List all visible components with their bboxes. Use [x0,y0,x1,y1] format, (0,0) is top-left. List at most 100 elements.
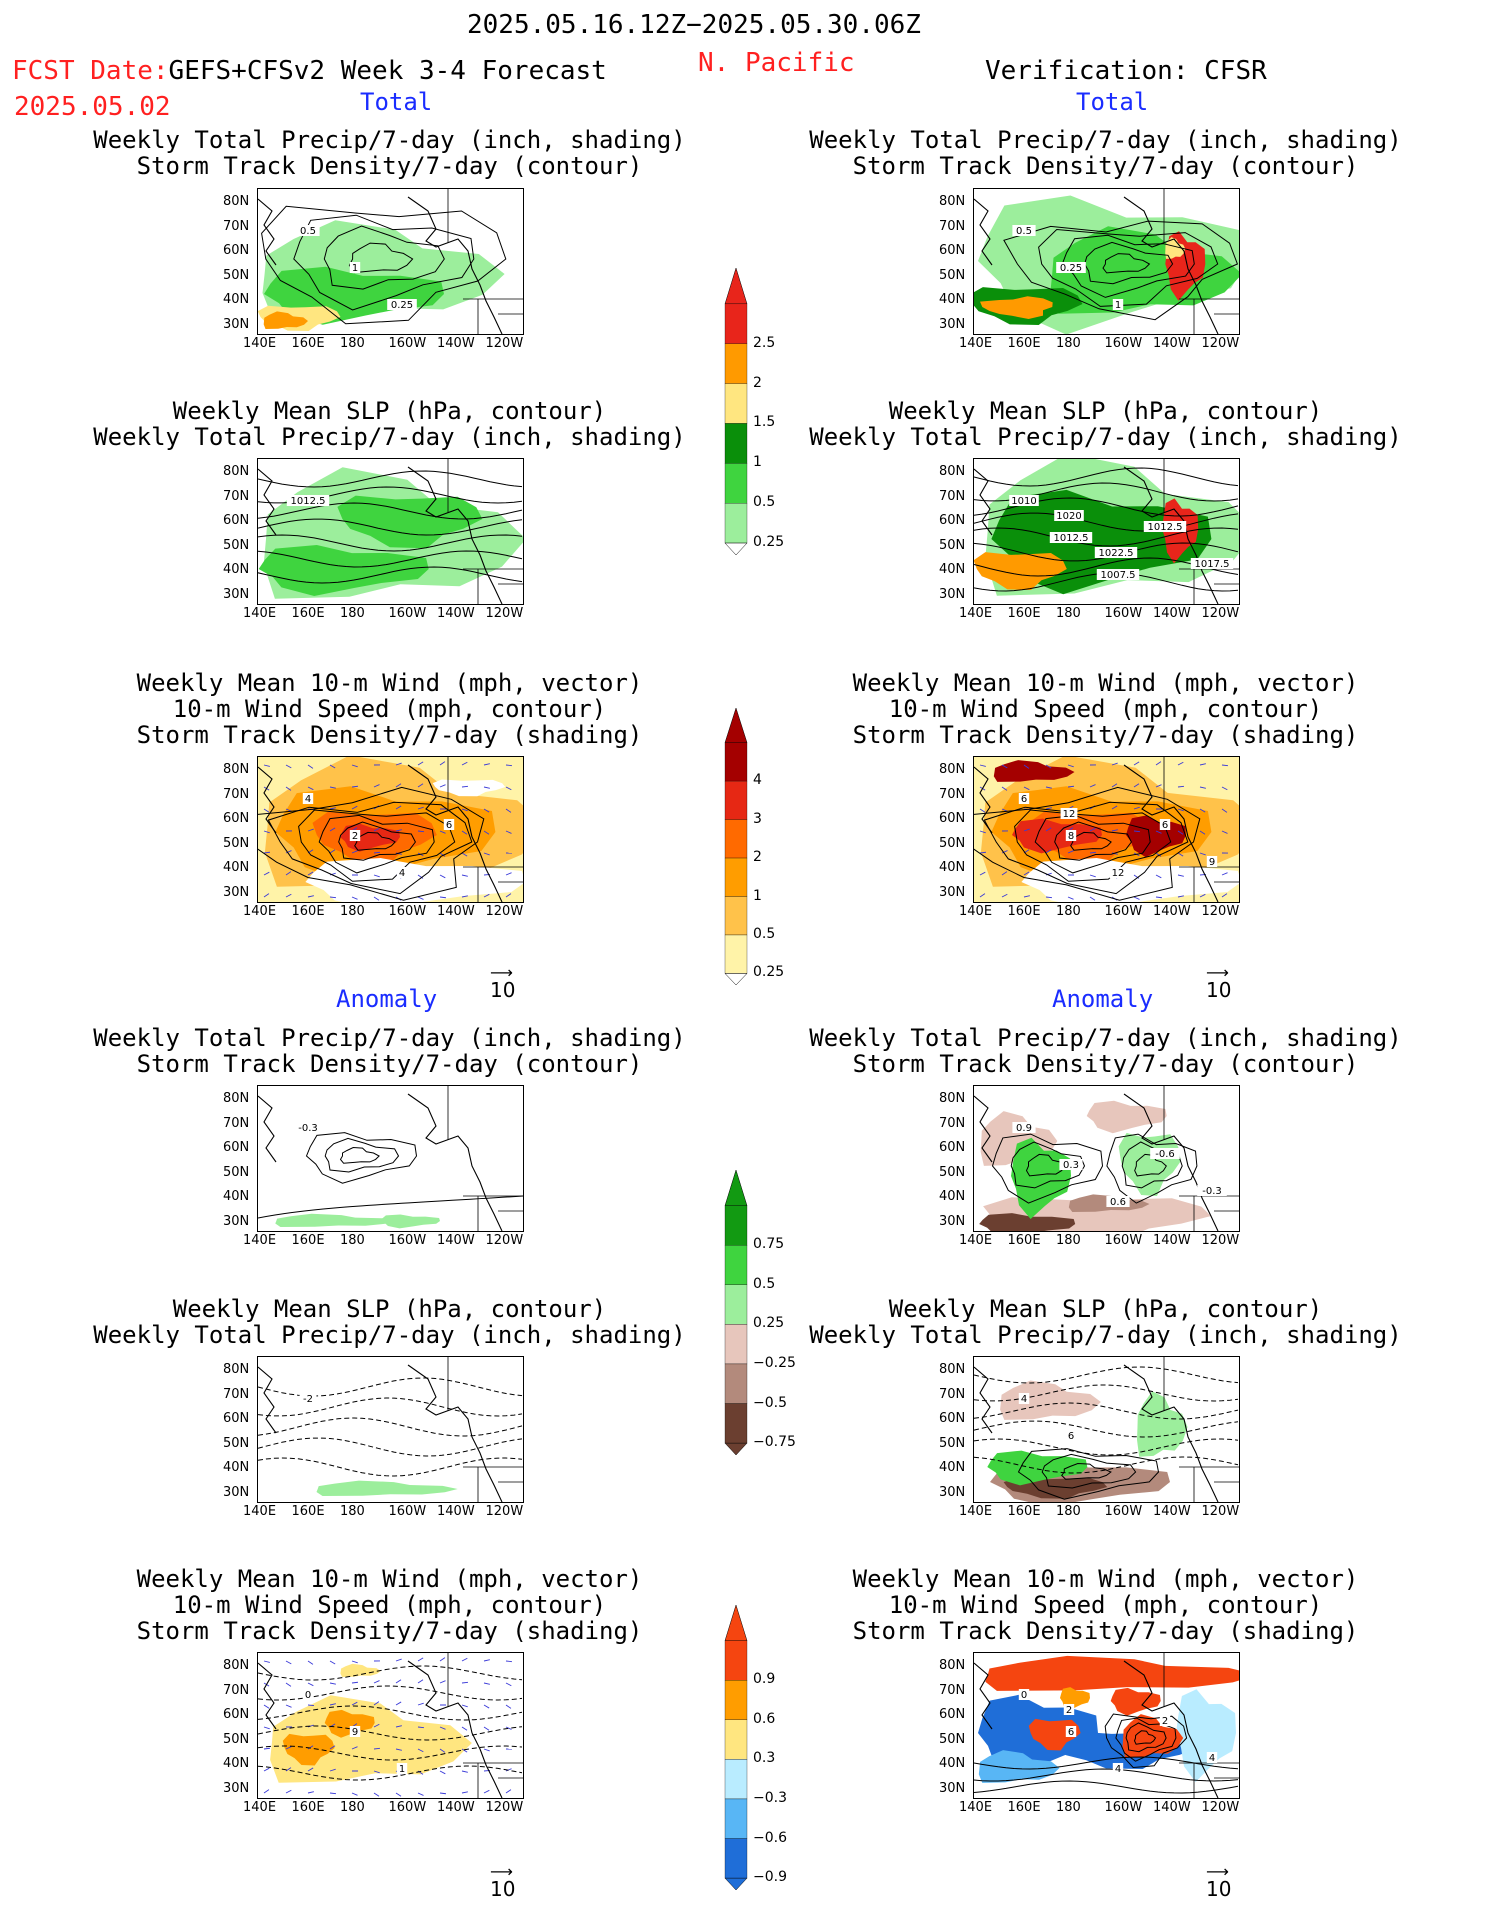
precip-total-colorbar [723,267,749,559]
lat-tick-label: 60N [223,1707,250,1722]
vector-reference: ⟶ 10 [1206,1864,1232,1902]
lon-tick-label: 120W [1201,1504,1240,1519]
v-wind-total-title-line-1: Weekly Mean 10-m Wind (mph, vector) [852,669,1359,697]
contour-label: 6 [1162,820,1168,831]
lat-tick-label: 70N [939,488,966,504]
v-precip-anom-map: 0.9 0.3 0.6 -0.6 -0.3 [973,1085,1240,1232]
lat-tick-label: 70N [939,1115,966,1131]
f-precip-total-title-line-1: Weekly Total Precip/7-day (inch, shading… [93,126,686,154]
lon-tick-label: 180 [340,904,365,919]
section-anomaly-right: Anomaly [1052,985,1154,1013]
lon-tick-label: 120W [485,606,524,621]
colorbar-label: 2 [753,374,762,391]
lat-tick-label: 60N [939,1411,966,1426]
v-slp-anom-title-line-1: Weekly Mean SLP (hPa, contour) [888,1295,1323,1323]
contour-label: 12 [1112,868,1125,879]
lon-tick-label: 180 [340,1233,365,1248]
lat-tick-label: 60N [223,811,250,826]
lat-tick-label: 40N [939,1189,966,1204]
colorbar-label: −0.5 [753,1394,787,1411]
lat-tick-label: 50N [939,537,966,553]
contour-label: 0.5 [300,226,316,237]
lat-tick-label: 40N [939,292,966,307]
lat-tick-label: 50N [223,835,250,851]
vector-arrow-icon: ⟶ [490,1862,513,1881]
section-anomaly-left: Anomaly [336,985,438,1013]
lat-tick-label: 70N [223,1386,250,1402]
contour-label: 1007.5 [1101,570,1136,581]
lon-tick-label: 120W [485,1233,524,1248]
lon-tick-label: 120W [1201,904,1240,919]
v-precip-anom-title-line-1: Weekly Total Precip/7-day (inch, shading… [809,1024,1402,1052]
lat-tick-label: 80N [223,762,250,777]
lat-tick-label: 50N [223,1164,250,1180]
contour-label: 4 [399,868,405,879]
storm-anom-colorbar [723,1604,749,1894]
lat-tick-label: 70N [939,1386,966,1402]
v-wind-total-title-line-2: 10-m Wind Speed (mph, contour) [888,695,1323,723]
lat-tick-label: 40N [223,292,250,307]
model-label: GEFS+CFSv2 Week 3-4 Forecast [168,56,607,86]
v-precip-total-title-line-2: Storm Track Density/7-day (contour) [852,152,1359,180]
f-precip-total-title-line-2: Storm Track Density/7-day (contour) [136,152,643,180]
lon-tick-label: 160W [1104,904,1143,919]
lat-tick-label: 50N [223,1731,250,1747]
lat-tick-label: 40N [223,1460,250,1475]
contour-label: 8 [1068,831,1074,842]
lon-tick-label: 120W [1201,1233,1240,1248]
f-slp-total-title-line-1: Weekly Mean SLP (hPa, contour) [172,397,607,425]
contour-label: 4 [1115,1764,1121,1775]
vector-reference-value: 10 [490,1877,516,1901]
vector-reference-value: 10 [1206,1877,1232,1901]
lon-tick-label: 160E [1007,606,1041,621]
lat-tick-label: 80N [939,464,966,479]
lon-tick-label: 120W [485,904,524,919]
colorbar-label: 0.5 [753,494,776,511]
contour-label: 9 [1209,857,1215,868]
lat-tick-label: 30N [939,316,966,332]
lat-tick-label: 60N [939,811,966,826]
v-precip-total-map: 0.5 0.25 1 [973,188,1240,335]
contour-label: 1010 [1011,496,1036,507]
f-slp-total-map: 1012.5 [257,458,524,605]
lat-tick-label: 30N [939,1780,966,1796]
lat-tick-label: 40N [223,562,250,577]
contour-label: 6 [1021,794,1027,805]
f-precip-anom-map: -0.3 [257,1085,524,1232]
colorbar-label: −0.25 [753,1354,796,1371]
lat-tick-label: 50N [939,1731,966,1747]
lat-tick-label: 50N [223,537,250,553]
contour-label: 0 [1021,1690,1027,1701]
lon-tick-label: 140W [437,904,475,919]
lon-tick-label: 140W [437,1233,475,1248]
lat-tick-label: 40N [939,1460,966,1475]
lat-tick-label: 80N [939,1362,966,1377]
vector-reference-value: 10 [1206,978,1232,1002]
lat-tick-label: 70N [223,1682,250,1698]
v-slp-anom-title-line-2: Weekly Total Precip/7-day (inch, shading… [809,1321,1402,1349]
lat-tick-label: 30N [223,1780,250,1796]
colorbar-label: −0.3 [753,1789,787,1806]
v-precip-total-title-line-1: Weekly Total Precip/7-day (inch, shading… [809,126,1402,154]
v-wind-total-title-line-3: Storm Track Density/7-day (shading) [852,721,1359,749]
lon-tick-label: 140E [959,336,993,351]
lon-tick-label: 160E [291,1800,325,1815]
lon-tick-label: 140W [437,1504,475,1519]
contour-label: 1012.5 [291,496,326,507]
precip-anom-colorbar [723,1169,749,1459]
contour-label: 12 [1063,809,1076,820]
contour-label: 2 [352,831,358,842]
colorbar-label: 0.9 [753,1671,776,1688]
contour-label: 9 [352,1727,358,1738]
lat-tick-label: 50N [223,267,250,283]
lon-tick-label: 120W [485,1800,524,1815]
lon-tick-label: 180 [1056,606,1081,621]
f-wind-anom-title-line-3: Storm Track Density/7-day (shading) [136,1617,643,1645]
vector-reference: ⟶ 10 [490,1862,516,1902]
lat-tick-label: 70N [939,786,966,802]
lon-tick-label: 140W [437,336,475,351]
lat-tick-label: 80N [223,1658,250,1673]
lat-tick-label: 80N [223,1362,250,1377]
f-wind-anom-title-line-1: Weekly Mean 10-m Wind (mph, vector) [136,1565,643,1593]
lat-tick-label: 50N [939,835,966,851]
